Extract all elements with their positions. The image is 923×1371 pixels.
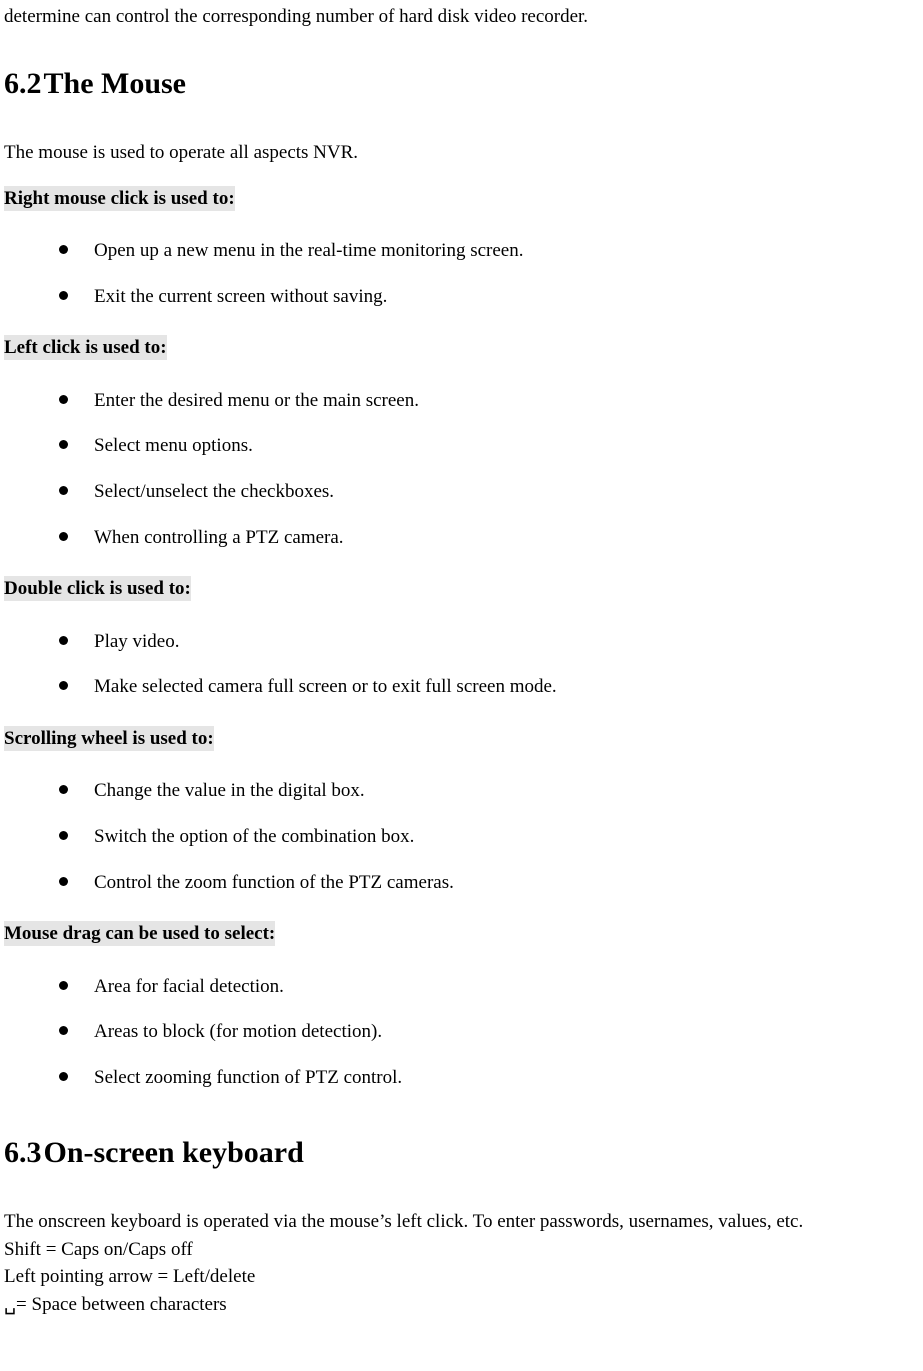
list-item: Select/unselect the checkboxes. xyxy=(4,469,919,515)
list-item: Control the zoom function of the PTZ cam… xyxy=(4,860,919,906)
mouse-intro: The mouse is used to operate all aspects… xyxy=(4,140,919,166)
section-title: The Mouse xyxy=(44,67,187,100)
list-item: Play video. xyxy=(4,619,919,665)
list-item: Switch the option of the combination box… xyxy=(4,814,919,860)
mouse-subheading: Scrolling wheel is used to: xyxy=(4,726,214,751)
section-number: 6.3 xyxy=(4,1136,42,1169)
mouse-subheading: Right mouse click is used to: xyxy=(4,186,235,211)
list-item: Area for facial detection. xyxy=(4,964,919,1010)
list-item: Open up a new menu in the real-time moni… xyxy=(4,228,919,274)
list-item: Areas to block (for motion detection). xyxy=(4,1009,919,1055)
list-item: Select zooming function of PTZ control. xyxy=(4,1055,919,1101)
list-item: Exit the current screen without saving. xyxy=(4,274,919,320)
intro-fragment: determine can control the corresponding … xyxy=(4,4,919,30)
mouse-subheading: Mouse drag can be used to select: xyxy=(4,921,275,946)
keyboard-line: Shift = Caps on/Caps off xyxy=(4,1237,919,1263)
list-item: Make selected camera full screen or to e… xyxy=(4,664,919,710)
list-item: Enter the desired menu or the main scree… xyxy=(4,378,919,424)
list-item: Change the value in the digital box. xyxy=(4,768,919,814)
keyboard-body: The onscreen keyboard is operated via th… xyxy=(4,1209,919,1318)
bullet-list: Area for facial detection.Areas to block… xyxy=(4,964,919,1101)
bullet-list: Enter the desired menu or the main scree… xyxy=(4,378,919,561)
section-title: On-screen keyboard xyxy=(44,1136,304,1169)
keyboard-line: Left pointing arrow = Left/delete xyxy=(4,1264,919,1290)
section-number: 6.2 xyxy=(4,67,42,100)
keyboard-line: ␣= Space between characters xyxy=(4,1292,919,1318)
mouse-subheading: Left click is used to: xyxy=(4,335,167,360)
bullet-list: Open up a new menu in the real-time moni… xyxy=(4,228,919,319)
list-item: Select menu options. xyxy=(4,423,919,469)
mouse-groups: Right mouse click is used to: Open up a n… xyxy=(4,184,919,1101)
bullet-list: Change the value in the digital box.Swit… xyxy=(4,768,919,905)
section-heading-mouse: 6.2The Mouse xyxy=(4,64,919,105)
keyboard-intro: The onscreen keyboard is operated via th… xyxy=(4,1209,919,1235)
list-item: When controlling a PTZ camera. xyxy=(4,515,919,561)
mouse-subheading: Double click is used to: xyxy=(4,576,191,601)
section-heading-keyboard: 6.3On-screen keyboard xyxy=(4,1133,919,1174)
bullet-list: Play video.Make selected camera full scr… xyxy=(4,619,919,710)
